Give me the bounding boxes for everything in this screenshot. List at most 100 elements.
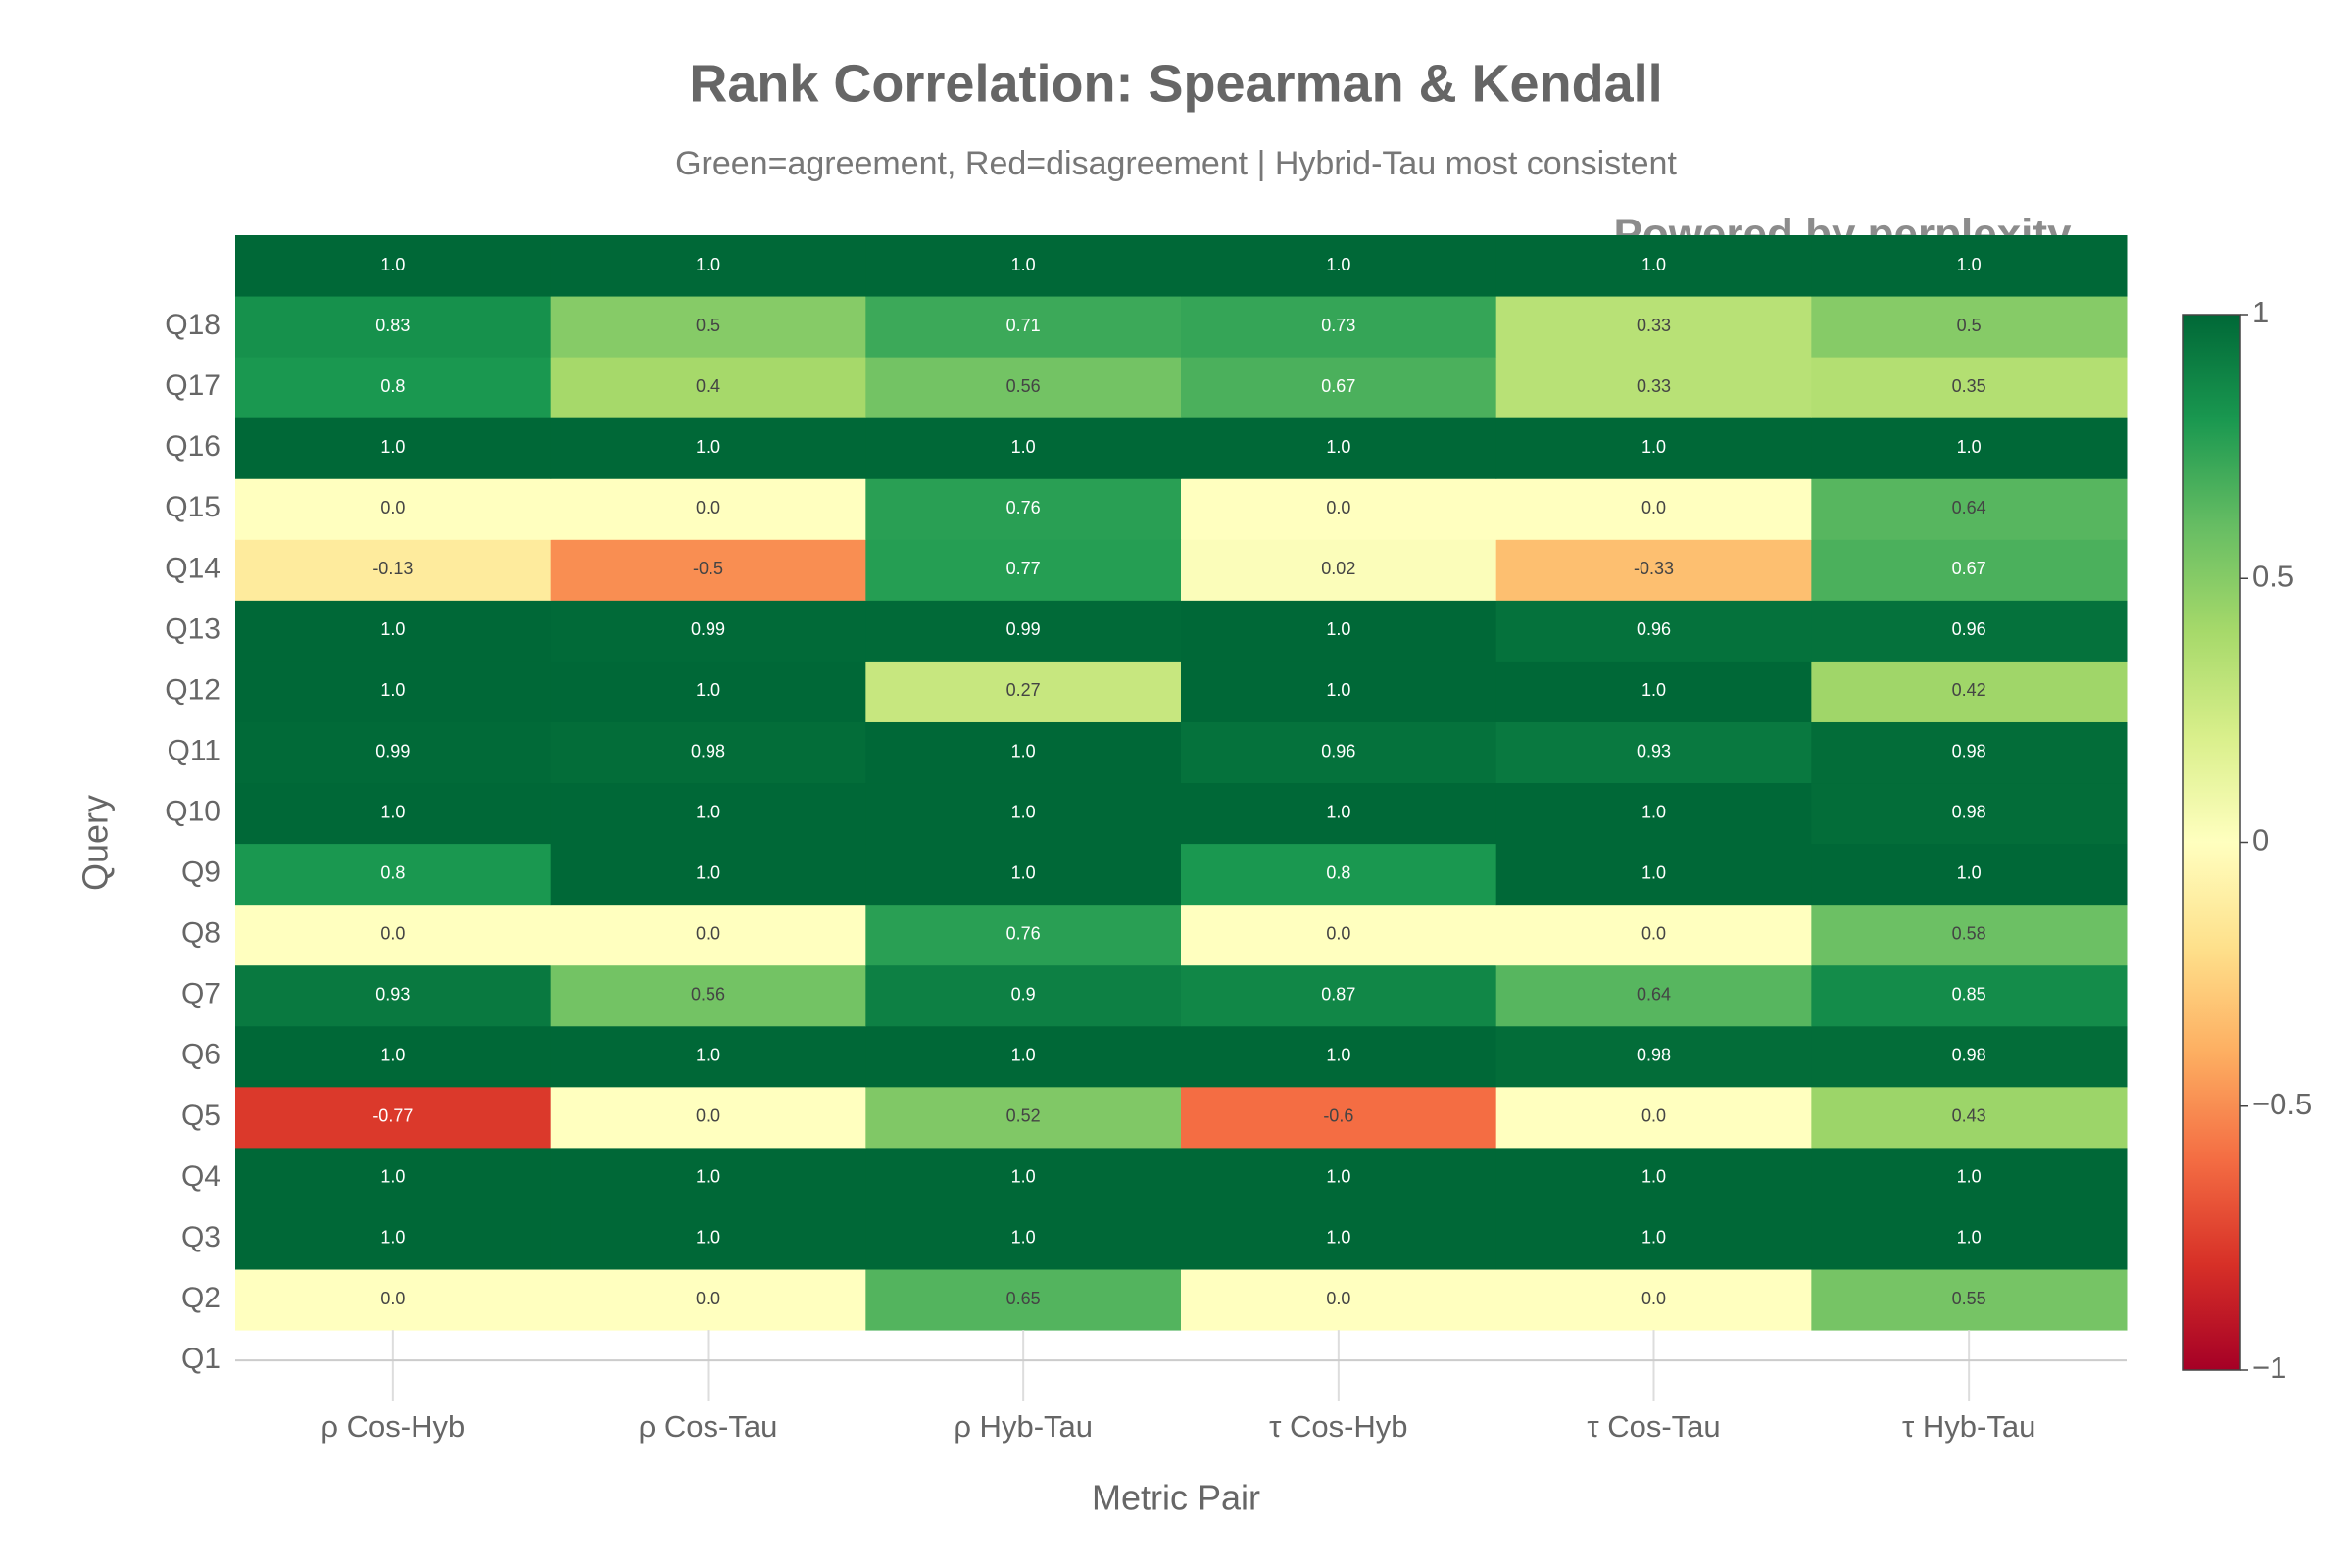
- cell-label: 1.0: [380, 255, 405, 274]
- heatmap-cell: [1811, 600, 2128, 662]
- x-tick-label: τ Cos-Tau: [1587, 1409, 1720, 1444]
- cell-label: 1.0: [380, 619, 405, 639]
- heatmap-cell: [1495, 904, 1812, 966]
- heatmap-cell: [1181, 964, 1497, 1027]
- colorbar-tick-label: 0.5: [2252, 559, 2294, 593]
- heatmap-cell: [235, 417, 552, 479]
- cell-label: 0.02: [1321, 559, 1355, 578]
- cell-label: 1.0: [1642, 862, 1666, 882]
- cell-label: 0.55: [1952, 1289, 1986, 1308]
- heatmap-cell: [550, 478, 866, 540]
- heatmap-cell: [1495, 1147, 1812, 1209]
- heatmap-cell: [1181, 1086, 1497, 1149]
- cell-label: 0.83: [375, 316, 410, 335]
- cell-label: -0.77: [372, 1106, 413, 1126]
- heatmap-cell: [1495, 600, 1812, 662]
- heatmap-cell: [235, 904, 552, 966]
- heatmap-cell: [1495, 296, 1812, 358]
- cell-label: 0.64: [1952, 498, 1986, 517]
- colorbar: [2182, 314, 2241, 1371]
- heatmap-cell: [865, 1269, 1182, 1331]
- x-tick-label: ρ Cos-Hyb: [320, 1409, 465, 1444]
- cell-label: 0.33: [1637, 376, 1671, 396]
- colorbar-tick-label: 0: [2252, 823, 2269, 858]
- heatmap-cell: [550, 843, 866, 906]
- cell-label: 0.98: [1952, 741, 1986, 760]
- cell-label: 0.65: [1006, 1289, 1041, 1308]
- heatmap-cell: [1811, 1269, 2128, 1331]
- heatmap-cell: [1181, 1025, 1497, 1088]
- cell-label: 1.0: [696, 1228, 720, 1248]
- heatmap-cell: [235, 1207, 552, 1270]
- cell-label: 1.0: [1011, 1228, 1036, 1248]
- heatmap-cell: [865, 539, 1182, 601]
- cell-label: 0.98: [1952, 802, 1986, 821]
- heatmap-cell: [865, 1147, 1182, 1209]
- heatmap-cell: [1811, 1086, 2128, 1149]
- heatmap-cell: [550, 1025, 866, 1088]
- cell-label: 0.0: [696, 923, 720, 943]
- cell-label: 1.0: [380, 1228, 405, 1248]
- cell-label: 0.0: [1326, 1289, 1350, 1308]
- cell-label: 0.52: [1006, 1106, 1041, 1126]
- heatmap-cell: [1181, 600, 1497, 662]
- heatmap-cell: [1811, 296, 2128, 358]
- cell-label: 0.73: [1321, 316, 1355, 335]
- y-tick-label: Q11: [168, 734, 220, 766]
- cell-label: 0.0: [1326, 498, 1350, 517]
- cell-label: 0.8: [380, 376, 405, 396]
- heatmap-cell: [235, 661, 552, 722]
- y-tick-label: Q7: [181, 978, 220, 1010]
- cell-label: 1.0: [696, 1046, 720, 1065]
- cell-label: 1.0: [1957, 1228, 1982, 1248]
- y-axis-title: Query: [75, 795, 116, 891]
- heatmap-cell: [550, 357, 866, 418]
- cell-label: 1.0: [1326, 1046, 1350, 1065]
- cell-label: 0.5: [696, 316, 720, 335]
- cell-label: 1.0: [380, 1167, 405, 1187]
- cell-label: 0.5: [1957, 316, 1982, 335]
- heatmap-cell: [235, 539, 552, 601]
- heatmap-cell: [1811, 904, 2128, 966]
- heatmap-cell: [865, 964, 1182, 1027]
- heatmap-cell: [1811, 1207, 2128, 1270]
- heatmap-cell: [865, 417, 1182, 479]
- cell-label: 0.0: [380, 923, 405, 943]
- cell-label: 0.35: [1952, 376, 1986, 396]
- cell-label: 1.0: [380, 1046, 405, 1065]
- heatmap-cell: [1181, 1147, 1497, 1209]
- cell-label: 1.0: [1642, 1167, 1666, 1187]
- y-tick-label: Q15: [165, 491, 220, 523]
- heatmap-cell: [865, 1086, 1182, 1149]
- cell-label: 1.0: [696, 802, 720, 821]
- heatmap-cell: [865, 478, 1182, 540]
- cell-label: 1.0: [696, 862, 720, 882]
- cell-label: 1.0: [1326, 1228, 1350, 1248]
- cell-label: 0.0: [696, 498, 720, 517]
- heatmap-cell: [1181, 782, 1497, 845]
- cell-label: 0.99: [691, 619, 725, 639]
- heatmap-cell: [1811, 235, 2128, 297]
- heatmap-cell: [235, 1269, 552, 1331]
- heatmap-cell: [865, 843, 1182, 906]
- heatmap-cell: [550, 1086, 866, 1149]
- heatmap-cell: [865, 296, 1182, 358]
- heatmap-cell: [1495, 478, 1812, 540]
- cell-label: 0.0: [380, 1289, 405, 1308]
- cell-label: 1.0: [1957, 255, 1982, 274]
- cell-label: 0.33: [1637, 316, 1671, 335]
- heatmap-cell: [1495, 1025, 1812, 1088]
- cell-label: 0.96: [1952, 619, 1986, 639]
- heatmap-cell: [1181, 904, 1497, 966]
- cell-label: 0.93: [375, 985, 410, 1004]
- heatmap-cell: [865, 661, 1182, 722]
- cell-label: 0.67: [1952, 559, 1986, 578]
- heatmap-cell: [1495, 539, 1812, 601]
- heatmap-cell: [865, 904, 1182, 966]
- heatmap-cell: [1181, 296, 1497, 358]
- heatmap-cell: [235, 964, 552, 1027]
- cell-label: 1.0: [380, 680, 405, 700]
- y-tick-label: Q1: [181, 1343, 220, 1375]
- cell-label: 1.0: [1326, 1167, 1350, 1187]
- heatmap-cell: [1181, 357, 1497, 418]
